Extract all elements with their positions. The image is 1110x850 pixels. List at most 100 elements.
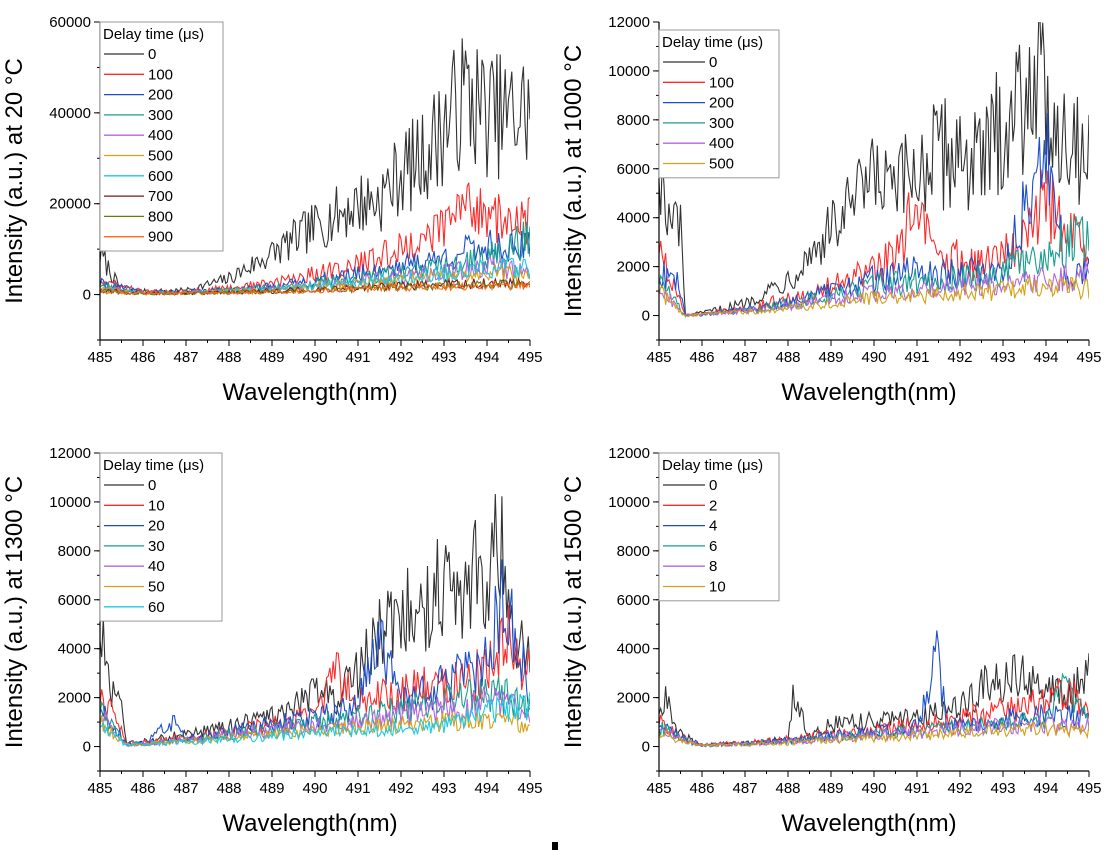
x-tick-label: 489: [818, 780, 843, 797]
x-tick-label: 487: [732, 349, 757, 366]
legend-label-500: 500: [148, 148, 173, 165]
legend-label-200: 200: [148, 87, 173, 104]
x-tick-label: 491: [345, 349, 370, 366]
x-tick-label: 485: [87, 349, 112, 366]
legend: Delay time (μs) 0 100 200 300 400 500 600 700 800…: [99, 21, 224, 252]
legend-label-20: 20: [148, 518, 165, 535]
legend-label-10: 10: [709, 579, 726, 596]
x-tick-label: 489: [259, 349, 284, 366]
legend-label-6: 6: [709, 538, 717, 555]
series-line-40: [100, 686, 530, 747]
x-tick-label: 490: [861, 780, 886, 797]
legend-label-400: 400: [148, 127, 173, 144]
legend-label-60: 60: [148, 599, 165, 616]
legend-label-2: 2: [709, 497, 717, 514]
y-tick-label: 6000: [617, 592, 650, 609]
x-tick-label: 490: [861, 349, 886, 366]
legend-label-500: 500: [709, 156, 734, 173]
x-tick-label: 494: [474, 349, 499, 366]
series-line-0: [100, 38, 530, 295]
legend-label-10: 10: [148, 497, 165, 514]
x-tick-label: 487: [173, 780, 198, 797]
x-tick-label: 489: [259, 780, 284, 797]
legend-label-0: 0: [709, 477, 717, 494]
y-tick-label: 8000: [617, 112, 650, 129]
x-tick-label: 494: [1033, 349, 1058, 366]
series-lines: [659, 22, 1089, 318]
x-tick-label: 488: [775, 349, 800, 366]
x-tick-label: 493: [990, 780, 1015, 797]
x-axis-title: Wavelength(nm): [222, 379, 397, 406]
legend-box: [658, 29, 780, 179]
legend-label-100: 100: [148, 66, 173, 83]
x-tick-label: 490: [302, 780, 327, 797]
x-tick-label: 493: [990, 349, 1015, 366]
x-tick-label: 485: [646, 780, 671, 797]
x-tick-label: 489: [818, 349, 843, 366]
legend: Delay time (μs) 0 2 4 6 8 10: [658, 452, 780, 602]
bottom-marker: [552, 842, 558, 850]
y-tick-label: 4000: [617, 210, 650, 227]
y-tick-label: 10000: [608, 494, 650, 511]
y-tick-label: 8000: [617, 543, 650, 560]
legend: Delay time (μs) 0 100 200 300 400 500: [658, 29, 780, 179]
legend-label-30: 30: [148, 538, 165, 555]
y-tick-label: 0: [642, 308, 650, 325]
y-tick-label: 60000: [49, 14, 91, 31]
x-tick-label: 485: [646, 349, 671, 366]
legend-label-600: 600: [148, 168, 173, 185]
x-axis-title: Wavelength(nm): [781, 379, 956, 406]
legend: Delay time (μs) 0 10 20 30 40 50 60: [99, 452, 223, 622]
series-line-30: [100, 676, 530, 747]
legend-label-900: 900: [148, 229, 173, 246]
x-tick-label: 491: [345, 780, 370, 797]
y-tick-label: 12000: [608, 14, 650, 31]
y-tick-label: 0: [642, 739, 650, 756]
series-lines: [659, 630, 1089, 748]
y-tick-label: 2000: [617, 259, 650, 276]
x-tick-label: 487: [173, 349, 198, 366]
x-tick-label: 488: [775, 780, 800, 797]
y-tick-label: 10000: [608, 63, 650, 80]
y-tick-label: 10000: [49, 494, 91, 511]
legend-label-200: 200: [709, 95, 734, 112]
legend-box: [99, 452, 223, 622]
x-ticks: 485 486 487 488 489 490 491 492 493 494 495: [646, 340, 1102, 366]
series-line-900: [100, 280, 530, 296]
y-tick-label: 12000: [49, 445, 91, 462]
legend-title: Delay time (μs): [662, 457, 763, 474]
x-tick-label: 487: [732, 780, 757, 797]
y-ticks: 0 20000 40000 60000: [49, 14, 100, 341]
x-tick-label: 486: [130, 780, 155, 797]
legend-label-0: 0: [148, 46, 156, 63]
x-tick-label: 486: [130, 349, 155, 366]
x-axis-title: Wavelength(nm): [781, 810, 956, 837]
chart-panel-p1000: 485 486 487 488 489 490 491 492 493 494 4950200040…: [560, 14, 1102, 406]
legend-label-8: 8: [709, 558, 717, 575]
y-tick-label: 8000: [58, 543, 91, 560]
legend-label-700: 700: [148, 188, 173, 205]
y-tick-label: 6000: [58, 592, 91, 609]
y-ticks: 0 2000 4000 6000 8000 10000 12000: [608, 14, 659, 341]
x-tick-label: 494: [474, 780, 499, 797]
series-line-400: [100, 256, 530, 296]
legend-label-40: 40: [148, 558, 165, 575]
legend-title: Delay time (μs): [103, 26, 204, 43]
y-tick-label: 4000: [58, 641, 91, 658]
x-tick-label: 492: [388, 349, 413, 366]
chart-panel-p1300: 485 486 487 488 489 490 491 492 493 494 495 0 2000 40…: [1, 445, 543, 837]
y-tick-label: 40000: [49, 105, 91, 122]
series-line-10: [659, 721, 1089, 748]
legend-box: [99, 21, 224, 252]
x-ticks: 485 486 487 488 489 490 491 492 493 494 495: [646, 771, 1102, 797]
series-line-60: [100, 692, 530, 747]
y-ticks: 0 2000 4000 6000 8000 10000 12000: [608, 445, 659, 772]
legend-box: [658, 452, 780, 602]
series-line-0: [659, 22, 1089, 318]
y-axis-title: Intensity (a.u.) at 1000 °C: [560, 45, 587, 317]
x-tick-label: 493: [431, 349, 456, 366]
y-ticks: 0 2000 4000 6000 8000 10000 12000: [49, 445, 100, 772]
x-tick-label: 495: [1076, 780, 1101, 797]
y-tick-label: 2000: [58, 690, 91, 707]
